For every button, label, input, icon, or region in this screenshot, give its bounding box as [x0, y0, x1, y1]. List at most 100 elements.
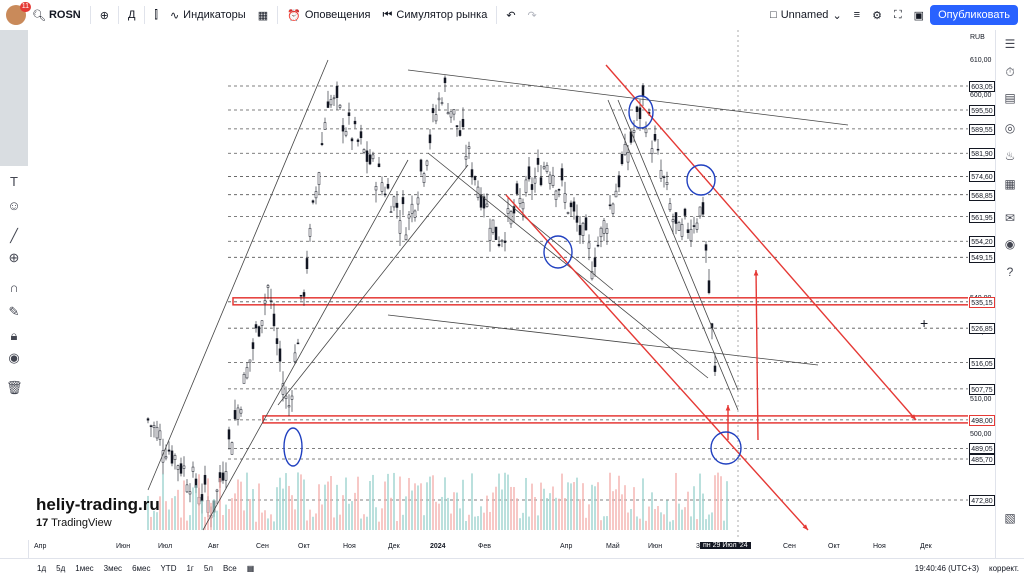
candle-body: [185, 484, 189, 493]
ruler-icon[interactable]: ╱: [10, 228, 18, 243]
range-button-5л[interactable]: 5л: [203, 563, 213, 573]
volume-bar: [516, 498, 518, 530]
price-chart[interactable]: +: [28, 30, 1024, 540]
volume-bar: [351, 501, 353, 530]
publish-button[interactable]: Опубликовать: [930, 5, 1018, 25]
volume-bar: [207, 478, 209, 530]
volume-bar: [249, 499, 251, 530]
user-avatar[interactable]: 11: [6, 2, 31, 25]
volume-bar: [528, 516, 530, 530]
eye-icon[interactable]: ◉: [8, 350, 20, 365]
candle-body: [281, 383, 285, 395]
top-toolbar: 11 🔍︎ ROSN ⊕ Д ⫿ ∿ Индикаторы ▦ ⏰ Оповещени…: [0, 0, 1024, 31]
volume-bar: [360, 518, 362, 530]
magnet-icon[interactable]: ∩: [9, 280, 19, 295]
snapshot-button[interactable]: ▣: [908, 0, 930, 30]
adjust-button[interactable]: коррект.: [989, 563, 1019, 573]
range-button-5д[interactable]: 5д: [56, 563, 66, 573]
volume-bar: [582, 483, 584, 530]
candle-body: [572, 201, 576, 212]
candle-body: [296, 342, 300, 345]
chart-type-button[interactable]: ⫿: [148, 0, 164, 30]
fire-icon[interactable]: ♨: [1004, 149, 1016, 163]
chat-icon[interactable]: ▤: [1004, 91, 1016, 105]
trash-icon[interactable]: 🗑︎: [6, 380, 23, 395]
volume-bar: [717, 472, 719, 530]
clock-label: 19:40:46 (UTC+3): [914, 563, 980, 573]
volume-bar: [177, 489, 179, 530]
indicators-button[interactable]: ∿ Индикаторы: [164, 0, 252, 30]
price-scale[interactable]: RUB 610,00600,00540,00530,00520,00510,00…: [968, 30, 996, 540]
currency-label: RUB: [970, 34, 985, 41]
broadcast-icon[interactable]: ◉: [1004, 237, 1016, 251]
volume-bar: [693, 486, 695, 530]
candle-body: [287, 405, 291, 408]
quick-search-button[interactable]: ≡: [848, 0, 866, 30]
watchlist-icon[interactable]: ☰: [1004, 37, 1016, 51]
pencil-lock-icon[interactable]: ✎: [8, 304, 20, 319]
candle-body: [407, 214, 411, 219]
level-price-label: 485,70: [969, 453, 995, 465]
symbol-search[interactable]: 🔍︎ ROSN: [26, 0, 87, 30]
level-price-label: 603,05: [969, 81, 995, 92]
help-icon[interactable]: ?: [1006, 265, 1014, 279]
volume-bar: [651, 492, 653, 530]
lock-icon[interactable]: 🔒︎: [10, 328, 18, 343]
volume-bar: [504, 472, 506, 530]
range-button-YTD[interactable]: YTD: [160, 563, 177, 573]
level-price-label: 549,15: [969, 252, 995, 264]
range-button-6мес[interactable]: 6мес: [132, 563, 151, 573]
fullscreen-icon: ⛶: [893, 8, 902, 21]
candle-body: [167, 449, 171, 452]
notifications-icon[interactable]: ✉: [1004, 211, 1016, 225]
layout-button[interactable]: □ Unnamed ⌄: [764, 0, 848, 30]
replay-button[interactable]: ⏮ Симулятор рынка: [377, 0, 494, 30]
volume-bar: [606, 516, 608, 530]
interval-button[interactable]: Д: [127, 9, 136, 21]
emoji-icon[interactable]: ☺: [7, 198, 21, 213]
layers-icon[interactable]: ▧: [1004, 511, 1016, 525]
tradingview-logo: 17 TradingView: [36, 517, 112, 529]
volume-bar: [243, 510, 245, 530]
range-button-1г[interactable]: 1г: [186, 563, 194, 573]
candle-body: [449, 111, 453, 118]
candle-body: [497, 243, 501, 247]
add-symbol-button[interactable]: ⊕: [94, 0, 115, 30]
range-button-3мес[interactable]: 3мес: [103, 563, 123, 573]
candle-body: [602, 220, 606, 234]
calendar-icon[interactable]: ▦: [1004, 177, 1016, 191]
highlight-circle: [283, 427, 303, 467]
tv-logo-icon: 17: [36, 517, 49, 529]
candle-body: [377, 163, 381, 168]
candle-body: [416, 197, 420, 205]
settings-button[interactable]: ⚙: [866, 0, 888, 30]
volume-bar: [222, 515, 224, 530]
clock-alert-icon[interactable]: ⏱: [1005, 65, 1015, 79]
volume-bar: [309, 509, 311, 530]
alerts-button[interactable]: ⏰ Оповещения: [281, 0, 376, 30]
range-button-Все[interactable]: Все: [222, 563, 237, 573]
time-tick-label: Ноя: [343, 543, 356, 550]
candle-body: [635, 106, 639, 112]
text-tool-icon[interactable]: T: [10, 174, 18, 189]
candle-body: [611, 203, 615, 214]
volume-bar: [288, 485, 290, 530]
range-button-1д[interactable]: 1д: [37, 563, 47, 573]
candle-body: [578, 225, 582, 236]
candle-body: [488, 227, 492, 241]
templates-button[interactable]: ▦: [252, 0, 274, 30]
candle-body: [380, 182, 384, 192]
candle-body: [149, 425, 153, 427]
time-scale[interactable]: Апр Июн Июл Авг Сен Окт Ноя Дек 2024 Фев Апр Май Июн…: [28, 540, 968, 556]
date-range-button[interactable]: ▦: [242, 564, 260, 573]
range-button-1мес[interactable]: 1мес: [75, 563, 94, 573]
volume-bar: [255, 521, 257, 530]
target-icon[interactable]: ◎: [1004, 121, 1016, 135]
zoom-in-icon[interactable]: ⊕: [8, 250, 20, 265]
chart-pane[interactable]: + heliy-trading.ru 17 TradingView: [28, 30, 1024, 540]
fullscreen-button[interactable]: ⛶: [888, 0, 908, 30]
undo-button[interactable]: ↶: [500, 0, 521, 30]
volume-bar: [657, 506, 659, 530]
redo-button[interactable]: ↷: [522, 0, 543, 30]
alarm-icon: ⏰: [287, 9, 301, 22]
